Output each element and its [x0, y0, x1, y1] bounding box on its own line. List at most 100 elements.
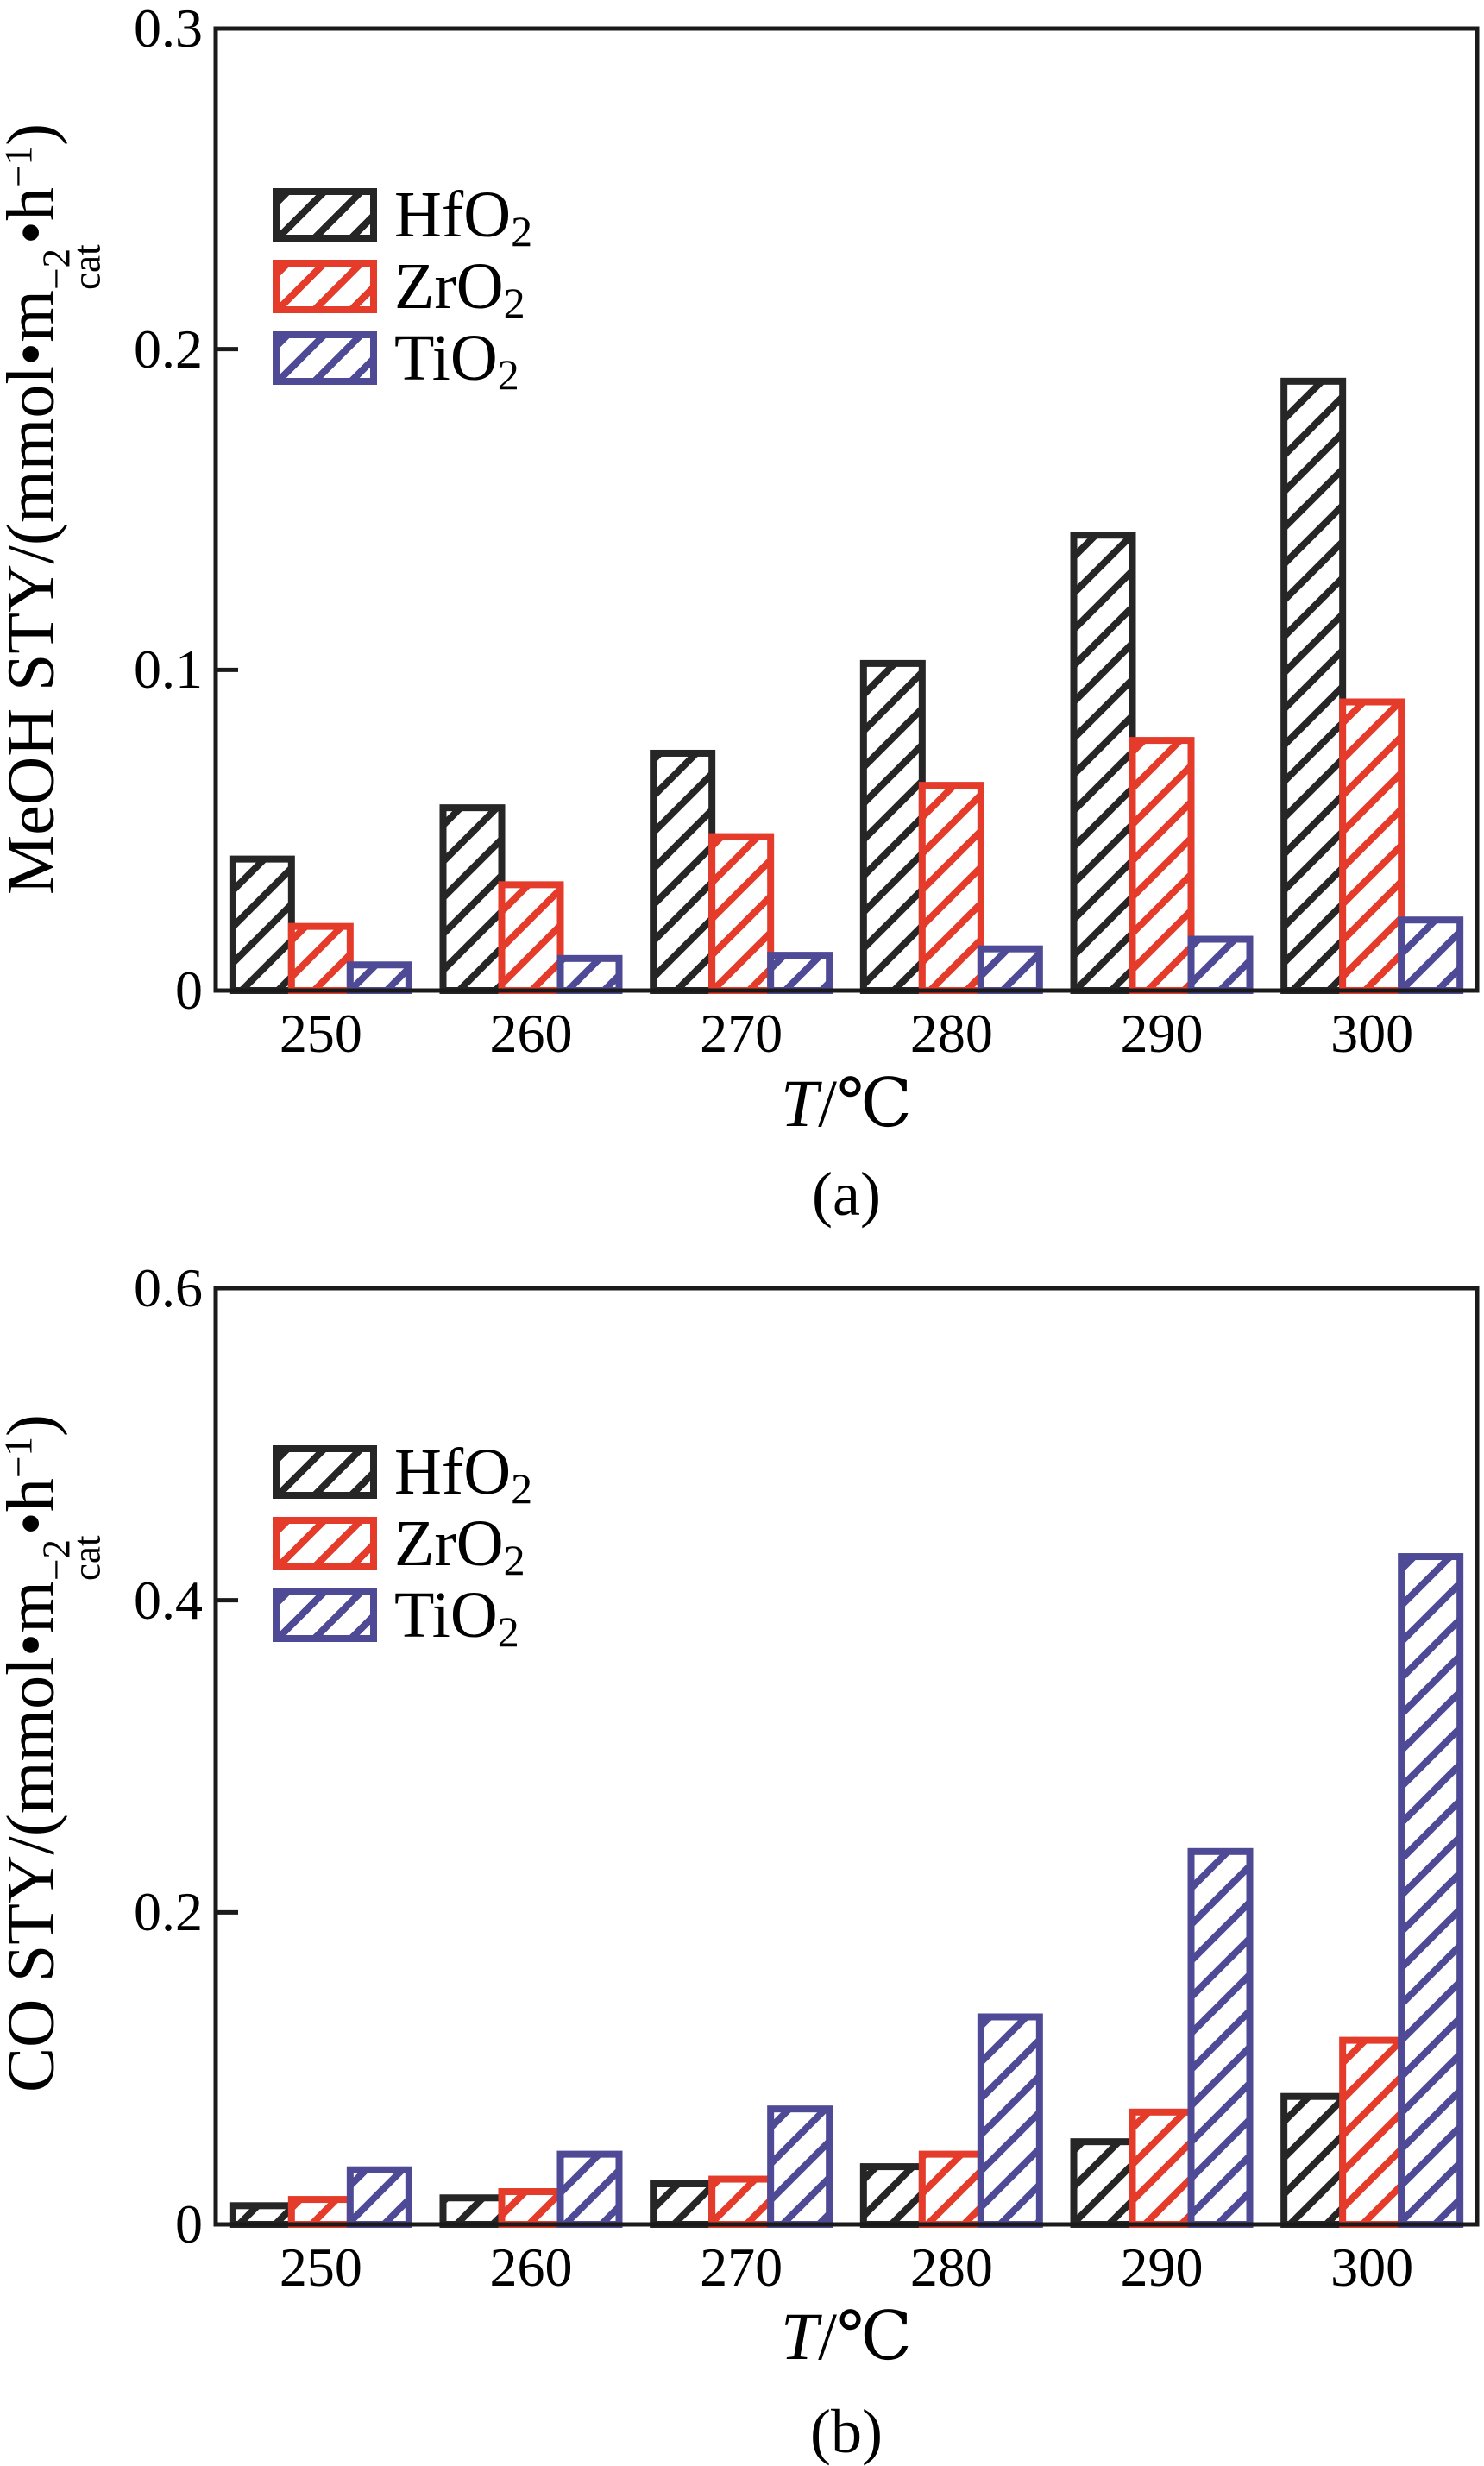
bar-tio2-270 — [767, 2105, 833, 2229]
bar-hfo2-300 — [1280, 2092, 1347, 2229]
y-tick-label-0: 0 — [175, 2193, 203, 2255]
legend-swatch-tio2 — [273, 331, 377, 385]
y-tick-label-0.2: 0.2 — [134, 1881, 203, 1943]
superscript-minus1: −1 — [0, 1436, 41, 1479]
bar-hfo2-280 — [859, 659, 926, 995]
legend-swatch-hfo2 — [273, 188, 377, 242]
m-cat-exponent-stack: −2 cat — [35, 244, 109, 291]
y-axis-label-co: CO STY/(mmol•m −2 cat •h−1) — [0, 1413, 109, 2093]
bar-tio2-280 — [977, 2013, 1043, 2228]
y-axis-label-mid: •h — [0, 1478, 68, 1536]
bar-zro2-270 — [708, 833, 775, 994]
y-axis-label-mid: •h — [0, 186, 68, 245]
temperature-unit: /℃ — [818, 1066, 913, 1141]
y-tick-label-0.1: 0.1 — [134, 639, 203, 701]
x-tick-label-290: 290 — [1120, 2236, 1204, 2298]
bar-hfo2-290 — [1070, 532, 1136, 994]
bar-zro2-290 — [1129, 737, 1195, 994]
legend-swatch-hfo2 — [273, 1445, 377, 1499]
bar-hfo2-290 — [1070, 2138, 1136, 2228]
co-sty-plot-area — [213, 1286, 1480, 2229]
legend-entry-tio2: TiO2 — [273, 321, 519, 399]
y-tick-label-0.3: 0.3 — [134, 0, 203, 59]
bar-hfo2-260 — [439, 804, 506, 995]
legend-label-tio2: TiO2 — [394, 322, 519, 399]
x-tick-label-270: 270 — [700, 1003, 783, 1064]
bar-zro2-250 — [287, 2196, 354, 2228]
legend-entry-hfo2: HfO2 — [273, 1435, 533, 1513]
y-tick-label-0.6: 0.6 — [134, 1257, 203, 1318]
bar-tio2-270 — [767, 952, 833, 995]
x-tick-label-280: 280 — [909, 1003, 993, 1064]
axes-frame — [213, 1286, 1480, 2227]
bar-tio2-250 — [346, 2166, 412, 2229]
legend-entry-hfo2: HfO2 — [273, 178, 533, 255]
y-tick-label-0: 0 — [175, 959, 203, 1021]
bar-zro2-290 — [1129, 2108, 1195, 2228]
subscript-cat: cat — [66, 244, 109, 291]
legend-swatch-tio2 — [273, 1588, 377, 1642]
bar-zro2-280 — [918, 2150, 984, 2228]
x-tick-label-300: 300 — [1330, 2236, 1414, 2298]
y-axis-label-post: ) — [0, 123, 68, 146]
bar-hfo2-270 — [650, 2180, 716, 2228]
legend-label-zro2: ZrO2 — [394, 250, 525, 327]
panel-b-caption: (b) — [810, 2397, 883, 2466]
y-axis-label-pre: CO STY/(mmol•m — [0, 1581, 68, 2093]
bar-tio2-300 — [1398, 916, 1464, 994]
bar-hfo2-300 — [1280, 377, 1347, 995]
x-axis-label-a: T/℃ — [781, 1070, 912, 1137]
bar-zro2-260 — [498, 2188, 564, 2229]
bar-hfo2-270 — [650, 749, 716, 994]
y-tick-label-0.2: 0.2 — [134, 318, 203, 380]
x-tick-label-270: 270 — [700, 2236, 783, 2298]
y-axis-label-post: ) — [0, 1413, 68, 1437]
bar-zro2-300 — [1339, 698, 1405, 994]
y-tick-label-0.4: 0.4 — [134, 1569, 203, 1631]
panel-a-meoh-sty-chart: MeOH STY/(mmol•m −2 cat •h−1) T/℃ (a) 0 0.1 0… — [0, 0, 1484, 1231]
bar-zro2-260 — [498, 881, 564, 994]
temperature-symbol: T — [780, 1066, 819, 1141]
meoh-sty-plot-area — [213, 26, 1480, 995]
bar-hfo2-250 — [229, 2202, 295, 2229]
bar-zro2-280 — [918, 782, 984, 995]
bar-tio2-260 — [556, 954, 623, 995]
x-tick-label-250: 250 — [279, 2236, 362, 2298]
y-axis-label-meoh: MeOH STY/(mmol•m −2 cat •h−1) — [0, 123, 109, 895]
bar-hfo2-250 — [229, 855, 295, 994]
temperature-unit: /℃ — [818, 2299, 913, 2374]
legend-swatch-zro2 — [273, 1517, 377, 1570]
legend-label-tio2: TiO2 — [394, 1579, 519, 1656]
legend-entry-tio2: TiO2 — [273, 1578, 519, 1656]
x-tick-label-300: 300 — [1330, 1003, 1414, 1064]
x-axis-label-b: T/℃ — [781, 2303, 912, 2370]
x-tick-label-260: 260 — [489, 1003, 573, 1064]
bar-tio2-290 — [1187, 935, 1254, 994]
legend-entry-zro2: ZrO2 — [273, 249, 525, 324]
bar-tio2-290 — [1187, 1847, 1254, 2229]
bar-tio2-250 — [346, 961, 412, 995]
x-tick-label-250: 250 — [279, 1003, 362, 1064]
bar-tio2-300 — [1398, 1553, 1464, 2228]
superscript-minus1: −1 — [0, 145, 41, 187]
x-tick-label-280: 280 — [909, 2236, 993, 2298]
bar-hfo2-280 — [859, 2163, 926, 2229]
x-tick-label-260: 260 — [489, 2236, 573, 2298]
legend-entry-zro2: ZrO2 — [273, 1507, 525, 1584]
bar-zro2-270 — [708, 2175, 775, 2229]
legend-label-hfo2: HfO2 — [394, 1436, 533, 1513]
temperature-symbol: T — [780, 2299, 819, 2374]
panel-a-caption: (a) — [812, 1160, 881, 1229]
x-tick-label-290: 290 — [1120, 1003, 1204, 1064]
legend-swatch-zro2 — [273, 260, 377, 313]
bar-tio2-260 — [556, 2150, 623, 2228]
axes-frame — [213, 26, 1480, 993]
bar-zro2-300 — [1339, 2036, 1405, 2228]
panel-b-co-sty-chart: CO STY/(mmol•m −2 cat •h−1) T/℃ (b) 0 0.2 0.4… — [0, 1231, 1484, 2466]
bar-zro2-250 — [287, 922, 354, 994]
legend-label-hfo2: HfO2 — [394, 179, 533, 255]
bar-tio2-280 — [977, 945, 1043, 995]
legend-label-zro2: ZrO2 — [394, 1507, 525, 1584]
bar-hfo2-260 — [439, 2194, 506, 2228]
